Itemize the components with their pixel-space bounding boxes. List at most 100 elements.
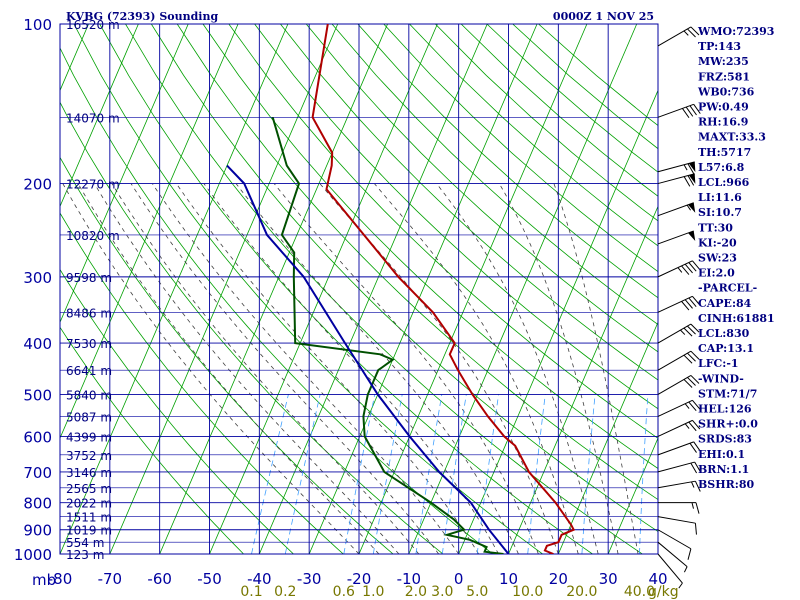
index-label: FRZ:581	[698, 70, 750, 83]
height-label: 16520 m	[66, 18, 120, 32]
index-label: MAXT:33.3	[698, 131, 766, 144]
height-label: 14070 m	[66, 111, 120, 125]
dry-adiabat-line	[60, 212, 344, 554]
wind-barb-flag	[683, 354, 693, 364]
wind-barb-flag	[692, 260, 701, 270]
wind-barb	[657, 350, 700, 371]
index-label: BRN:1.1	[698, 463, 749, 476]
wind-barb-flag	[681, 265, 690, 275]
mixing-ratio-label: 5.0	[466, 584, 488, 600]
wind-barb-flag	[687, 28, 696, 38]
wind-barb-flag	[684, 263, 693, 274]
wind-barb	[658, 502, 700, 514]
temperature-label: 30	[599, 570, 618, 588]
wind-barb-flag	[689, 105, 697, 116]
wind-barb	[657, 26, 700, 47]
wind-barb-flag	[687, 163, 695, 174]
isotherm-line	[408, 24, 638, 554]
dry-adiabat-line	[60, 101, 444, 554]
wind-barb-staff	[657, 399, 693, 417]
moist-adiabat-line	[203, 183, 499, 554]
wind-barb-staff	[657, 375, 692, 395]
wind-barb-staff	[657, 295, 693, 313]
wind-barb-flag	[687, 352, 696, 362]
indices-panel: WMO:72393 TP:143 MW:235 FRZ:581 WB0:736 PW:0.…	[697, 25, 775, 491]
wind-barb	[657, 260, 701, 278]
wind-barb-flag	[687, 377, 696, 386]
mixing-ratio-label: 1.0	[362, 584, 384, 600]
temperature-label: -40	[247, 570, 272, 588]
index-label: SI:10.7	[698, 206, 742, 219]
mixing-ratio-line	[343, 394, 376, 554]
height-label: 554 m	[66, 536, 104, 550]
dry-adiabat-line	[176, 24, 658, 501]
mixing-ratio-line	[284, 394, 321, 554]
index-label: CINH:61881	[698, 312, 775, 325]
dry-adiabat-line	[409, 24, 658, 247]
wind-barb-flag	[683, 327, 693, 337]
wind-barb	[657, 529, 692, 560]
height-label: 5087 m	[66, 410, 112, 424]
index-label: SHR+:0.0	[698, 418, 758, 431]
wind-barb-flag	[694, 523, 697, 535]
isotherm-line	[60, 24, 289, 554]
index-label: CAP:13.1	[698, 342, 754, 355]
height-label: 9598 m	[66, 271, 112, 285]
pressure-label: 700	[23, 464, 52, 482]
index-label: LCL:830	[698, 327, 750, 340]
mixing-ratio-label: 0.1	[240, 584, 262, 600]
temperature-label: -20	[347, 570, 372, 588]
index-label: PW:0.49	[698, 101, 749, 114]
wind-barb-flag	[694, 480, 701, 492]
wind-barb	[657, 161, 696, 174]
pressure-label: 600	[23, 428, 52, 446]
wind-barb	[657, 541, 688, 573]
dewpoint-line	[271, 117, 504, 554]
wind-barb	[657, 553, 683, 589]
mixing-ratio-line	[441, 394, 467, 554]
pressure-label: 500	[23, 386, 52, 404]
height-label: 3752 m	[66, 449, 112, 463]
dry-adiabat-line	[383, 24, 658, 273]
wind-barb-half	[683, 566, 688, 573]
wind-barb-half	[684, 403, 690, 409]
height-label: 10820 m	[66, 229, 120, 243]
temperature-label: 40	[648, 570, 667, 588]
height-label: 2022 m	[66, 497, 112, 511]
height-label: 8486 m	[66, 306, 112, 320]
parcel-line	[226, 164, 510, 554]
height-label: 5840 m	[66, 388, 112, 402]
wind-barb-staff	[657, 516, 696, 524]
dry-adiabat-line	[254, 24, 658, 410]
isotherm-line	[60, 24, 189, 324]
wind-barb-staff	[657, 103, 694, 118]
dry-adiabat-line	[202, 24, 658, 469]
wind-barb	[657, 480, 701, 492]
wind-barb-flag	[685, 106, 694, 117]
mixing-ratio-label: 10.0	[512, 584, 543, 600]
index-label: L57:6.8	[698, 161, 745, 174]
wind-barb-pennant	[688, 161, 696, 173]
dry-adiabat-line	[60, 47, 494, 554]
wind-barb-flag	[690, 350, 700, 360]
wind-barb-flag	[690, 26, 700, 36]
wind-barb-staff	[657, 260, 693, 278]
wind-barb-flag	[693, 441, 701, 452]
station-title: KVBG (72393) Sounding	[66, 10, 218, 23]
mixing-ratio-line	[527, 394, 546, 554]
wind-barb-flag	[687, 325, 696, 335]
height-label: 7530 m	[66, 337, 112, 351]
wind-barb-staff	[657, 26, 692, 47]
index-label: KI:-20	[698, 236, 737, 249]
index-label: TP:143	[698, 40, 741, 53]
isotherm-line	[60, 24, 239, 440]
wind-barb-flag	[690, 462, 698, 474]
dry-adiabat-line	[305, 24, 658, 353]
dry-adiabat-line	[60, 156, 394, 554]
wind-barb	[657, 323, 700, 344]
wind-barb	[657, 202, 696, 217]
mixing-ratio-label: 20.0	[566, 584, 597, 600]
sounding-lines	[226, 24, 576, 554]
grid-lines	[59, 23, 659, 555]
